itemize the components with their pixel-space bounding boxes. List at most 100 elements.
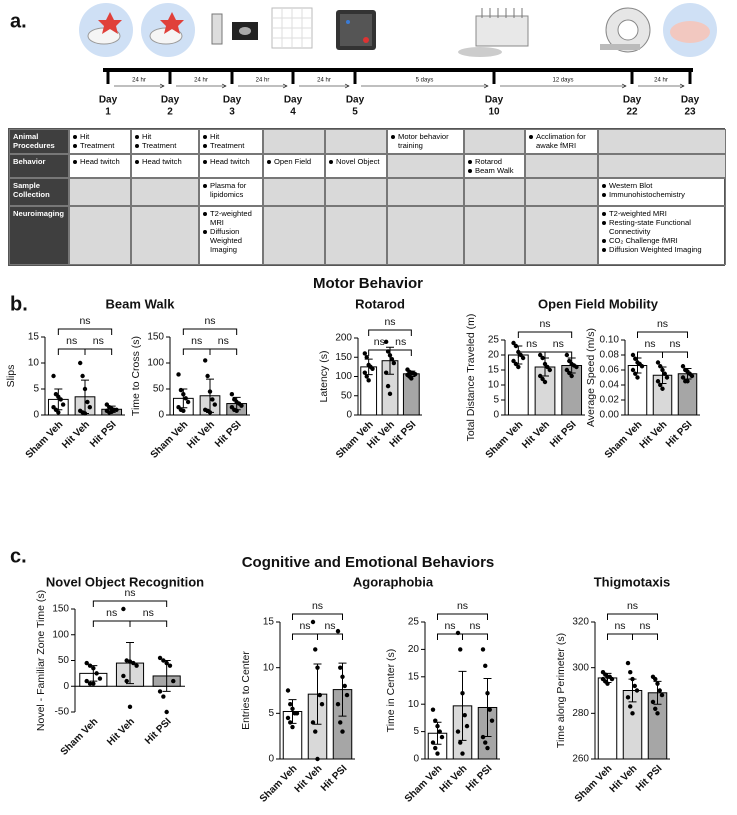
data-point (433, 718, 438, 723)
data-point (315, 756, 320, 762)
data-point (630, 367, 636, 373)
data-point (538, 373, 543, 379)
x-tick-label: Hit PSI (143, 716, 174, 747)
x-tick-label: Hit Veh (438, 763, 470, 795)
y-tick-label: 150 (52, 604, 69, 615)
data-point (655, 379, 661, 384)
y-tick-label: 15 (488, 365, 500, 376)
data-point (285, 688, 291, 693)
data-point (460, 751, 465, 756)
data-point (181, 408, 186, 414)
error-bar (458, 670, 467, 741)
row-header: Animal Procedures (9, 129, 69, 154)
y-tick-label: 25 (408, 617, 420, 628)
data-point (362, 370, 368, 375)
significance-label: ns (614, 620, 625, 632)
data-point (516, 364, 521, 370)
significance-label: ns (79, 315, 90, 327)
data-point (455, 729, 461, 734)
bullet-item: Hit (135, 132, 196, 141)
data-point (84, 678, 89, 684)
data-point (547, 367, 552, 373)
significance-bracket (57, 328, 113, 335)
bullet-item: CO₂ Challenge fMRI (602, 236, 723, 245)
significance-bracket (637, 351, 663, 358)
data-point (633, 356, 638, 361)
significance-label: ns (299, 620, 310, 632)
y-tick-label: 150 (147, 332, 164, 343)
y-tick-label: 100 (335, 371, 352, 382)
y-axis-label: Total Distance Traveled (m) (465, 314, 477, 442)
significance-bracket (462, 633, 488, 640)
data-point (605, 681, 610, 686)
y-tick-label: -50 (55, 707, 70, 718)
data-point (458, 740, 463, 745)
significance-label: ns (374, 336, 385, 348)
table-cell: Head twitch (199, 154, 263, 178)
interval-label: 12 days (552, 78, 573, 84)
data-point (511, 358, 516, 364)
row-header: Behavior (9, 154, 69, 178)
significance-label: ns (384, 316, 395, 328)
y-tick-label: 150 (335, 352, 352, 363)
group-title: Agoraphobia (353, 574, 434, 589)
data-point (80, 373, 85, 379)
data-point (460, 691, 465, 696)
data-point (653, 706, 658, 711)
y-tick-label: 0.02 (600, 395, 620, 406)
significance-bracket (209, 348, 238, 355)
data-point (82, 411, 88, 416)
section-title: Cognitive and Emotional Behaviors (242, 554, 495, 571)
significance-bracket (517, 331, 573, 338)
y-tick-label: 50 (58, 655, 70, 666)
data-point (203, 358, 208, 363)
data-point (164, 660, 169, 666)
y-tick-label: 50 (153, 384, 165, 395)
table-cell: Head twitch (131, 154, 199, 178)
table-cell (131, 206, 199, 265)
y-tick-label: 15 (408, 671, 420, 682)
x-tick-label: Hit Veh (608, 763, 640, 795)
y-tick-label: 0 (413, 754, 419, 765)
y-axis-label: Entries to Center (240, 651, 252, 730)
y-axis-label: Latency (s) (318, 351, 330, 403)
table-cell: Head twitch (69, 154, 131, 178)
data-point (569, 373, 574, 379)
significance-label: ns (124, 587, 135, 599)
significance-bracket (182, 328, 238, 335)
data-point (680, 364, 686, 369)
data-point (91, 681, 96, 686)
row-header: Neuroimaging (9, 206, 69, 265)
data-point (542, 379, 548, 385)
data-point (335, 628, 341, 634)
significance-bracket (607, 633, 633, 640)
data-point (567, 358, 572, 364)
x-tick-label: Sham Veh (573, 763, 615, 805)
bullet-item: T2-weighted MRI (203, 209, 260, 227)
data-point (391, 360, 397, 366)
significance-bracket (437, 613, 488, 620)
data-point (288, 720, 293, 725)
data-point (207, 389, 213, 394)
bullet-item: Head twitch (203, 157, 260, 166)
data-point (234, 408, 239, 414)
data-point (121, 673, 126, 679)
significance-label: ns (191, 335, 202, 347)
bar (597, 677, 618, 760)
data-point (127, 659, 133, 664)
y-tick-label: 100 (147, 358, 164, 369)
y-tick-label: 10 (263, 662, 275, 673)
y-tick-label: 5 (413, 726, 419, 737)
y-axis-label: Time to Cross (s) (130, 336, 142, 416)
table-cell: T2-weighted MRI Diffusion Weighted Imagin… (199, 206, 263, 265)
significance-label: ns (66, 335, 77, 347)
table-cell (263, 206, 325, 265)
data-point (157, 655, 163, 661)
data-point (87, 405, 93, 410)
data-point (338, 720, 343, 725)
significance-bracket (317, 633, 343, 640)
data-point (290, 706, 295, 711)
data-point (658, 364, 663, 369)
data-point (212, 402, 217, 407)
data-point (164, 709, 169, 715)
